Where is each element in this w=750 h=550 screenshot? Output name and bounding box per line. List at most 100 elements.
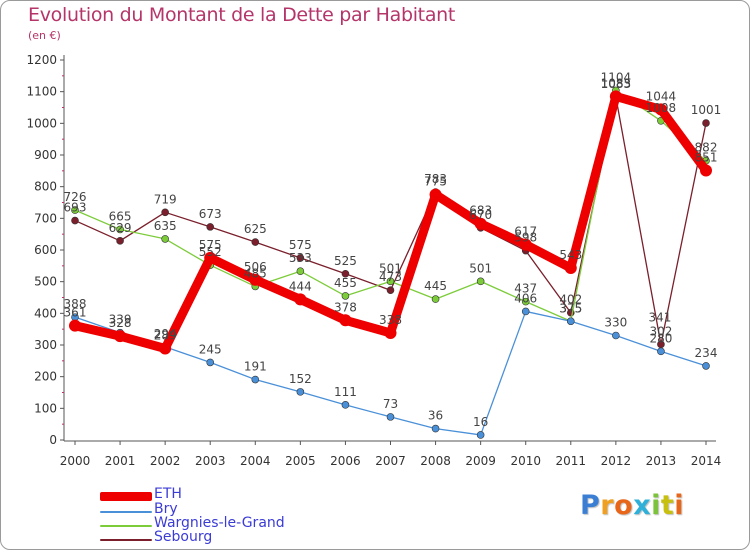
data-point-wargnies-le-grand: [431, 295, 440, 303]
data-point-eth: [69, 319, 81, 332]
data-point-eth: [294, 293, 307, 306]
data-label-eth: 378: [334, 300, 357, 314]
data-point-wargnies-le-grand: [161, 235, 169, 243]
data-label-bry: 388: [64, 297, 87, 311]
data-label-sebourg: 673: [199, 207, 222, 221]
data-label-wargnies-le-grand: 485: [244, 266, 267, 280]
data-label-bry: 36: [428, 409, 443, 423]
data-point-bry: [431, 424, 440, 433]
data-label-wargnies-le-grand: 455: [334, 276, 357, 290]
data-label-eth: 775: [424, 175, 447, 189]
data-label-wargnies-le-grand: 501: [469, 261, 492, 275]
data-label-bry: 191: [244, 360, 267, 374]
y-tick-label: 200: [34, 370, 57, 384]
data-point-bry: [341, 401, 350, 409]
data-label-extra: 341: [648, 311, 671, 325]
x-tick-label: 2000: [60, 454, 91, 468]
x-tick-label: 2002: [150, 454, 181, 468]
data-label-sebourg: 1001: [691, 103, 722, 117]
y-tick-label: 0: [49, 433, 57, 447]
data-point-eth: [474, 217, 487, 230]
data-point-eth: [204, 251, 217, 264]
x-tick-label: 2012: [601, 454, 632, 468]
data-point-bry: [386, 413, 395, 421]
data-label-wargnies-le-grand: 665: [109, 209, 132, 223]
x-tick-label: 2010: [510, 454, 541, 468]
logo-letter: x: [633, 490, 652, 521]
data-point-sebourg: [341, 269, 350, 278]
data-label-wargnies-le-grand: 445: [424, 279, 447, 293]
y-tick-label: 1200: [26, 53, 57, 67]
legend-label-eth: ETH: [154, 486, 182, 502]
data-point-sebourg: [702, 119, 710, 127]
data-label-bry: 375: [559, 301, 582, 315]
y-tick-label: 300: [34, 338, 57, 352]
data-label-sebourg: 302: [649, 324, 672, 338]
y-tick-label: 600: [34, 243, 57, 257]
x-tick-label: 2013: [646, 454, 677, 468]
data-point-eth: [519, 238, 532, 251]
chart-unit-label: (en €): [28, 29, 61, 42]
data-point-wargnies-le-grand: [341, 292, 350, 300]
data-label-wargnies-le-grand: 882: [695, 141, 718, 155]
legend-swatch-eth: [100, 492, 152, 501]
data-label-wargnies-le-grand: 552: [199, 245, 222, 259]
data-label-eth: 575: [199, 238, 222, 252]
data-label-sebourg: 783: [424, 172, 447, 186]
proxiti-logo: Proxiti: [580, 490, 684, 521]
series-layer: [69, 86, 712, 439]
data-point-sebourg: [116, 237, 124, 245]
data-label-eth: 444: [289, 279, 312, 293]
data-label-sebourg: 598: [514, 231, 537, 245]
data-point-bry: [296, 388, 305, 396]
data-point-wargnies-le-grand: [476, 277, 485, 286]
data-label-sebourg: 402: [559, 293, 582, 307]
data-label-wargnies-le-grand: 635: [154, 219, 177, 233]
logo-letter: t: [660, 490, 675, 521]
x-tick-label: 2011: [556, 454, 587, 468]
data-label-eth: 543: [559, 248, 582, 262]
data-label-eth: 328: [109, 316, 132, 330]
x-tick-label: 2008: [420, 454, 451, 468]
data-label-wargnies-le-grand: 726: [64, 190, 87, 204]
data-label-eth: 361: [64, 306, 87, 320]
legend-swatch-sebourg: [100, 539, 152, 541]
x-tick-label: 2001: [105, 454, 136, 468]
data-label-bry: 280: [649, 331, 672, 345]
data-label-bry: 245: [199, 342, 222, 356]
data-label-eth: 683: [469, 204, 492, 218]
data-label-bry: 339: [109, 313, 132, 327]
data-label-sebourg: 1083: [601, 77, 632, 91]
data-label-sebourg: 525: [334, 254, 357, 268]
data-label-sebourg: 575: [289, 238, 312, 252]
y-tick-label: 1100: [26, 85, 57, 99]
x-tick-label: 2009: [465, 454, 496, 468]
x-tick-label: 2003: [195, 454, 226, 468]
logo-letter: i: [674, 490, 685, 521]
data-point-eth: [339, 314, 352, 327]
logo-letter: o: [614, 490, 634, 521]
legend-swatch-wargnies-le-grand: [100, 525, 152, 527]
y-tick-label: 700: [34, 211, 57, 225]
data-point-sebourg: [206, 223, 215, 231]
logo-letter: i: [651, 490, 661, 521]
data-label-eth: 506: [244, 260, 267, 274]
data-label-sebourg: 629: [109, 221, 132, 235]
data-label-bry: 111: [334, 385, 357, 399]
x-tick-label: 2014: [691, 454, 722, 468]
data-point-sebourg: [71, 216, 79, 225]
data-point-eth: [429, 188, 442, 201]
data-point-eth: [609, 90, 622, 103]
data-point-bry: [702, 362, 710, 370]
data-point-wargnies-le-grand: [386, 277, 395, 286]
data-point-bry: [206, 358, 215, 367]
data-point-bry: [521, 307, 530, 316]
logo-letter: P: [580, 490, 601, 521]
data-point-sebourg: [161, 208, 169, 217]
y-tick-label: 1000: [26, 116, 57, 130]
data-point-eth: [249, 273, 262, 286]
data-label-bry: 330: [604, 316, 627, 330]
data-label-wargnies-le-grand: 501: [379, 261, 402, 275]
data-point-eth: [159, 342, 172, 355]
